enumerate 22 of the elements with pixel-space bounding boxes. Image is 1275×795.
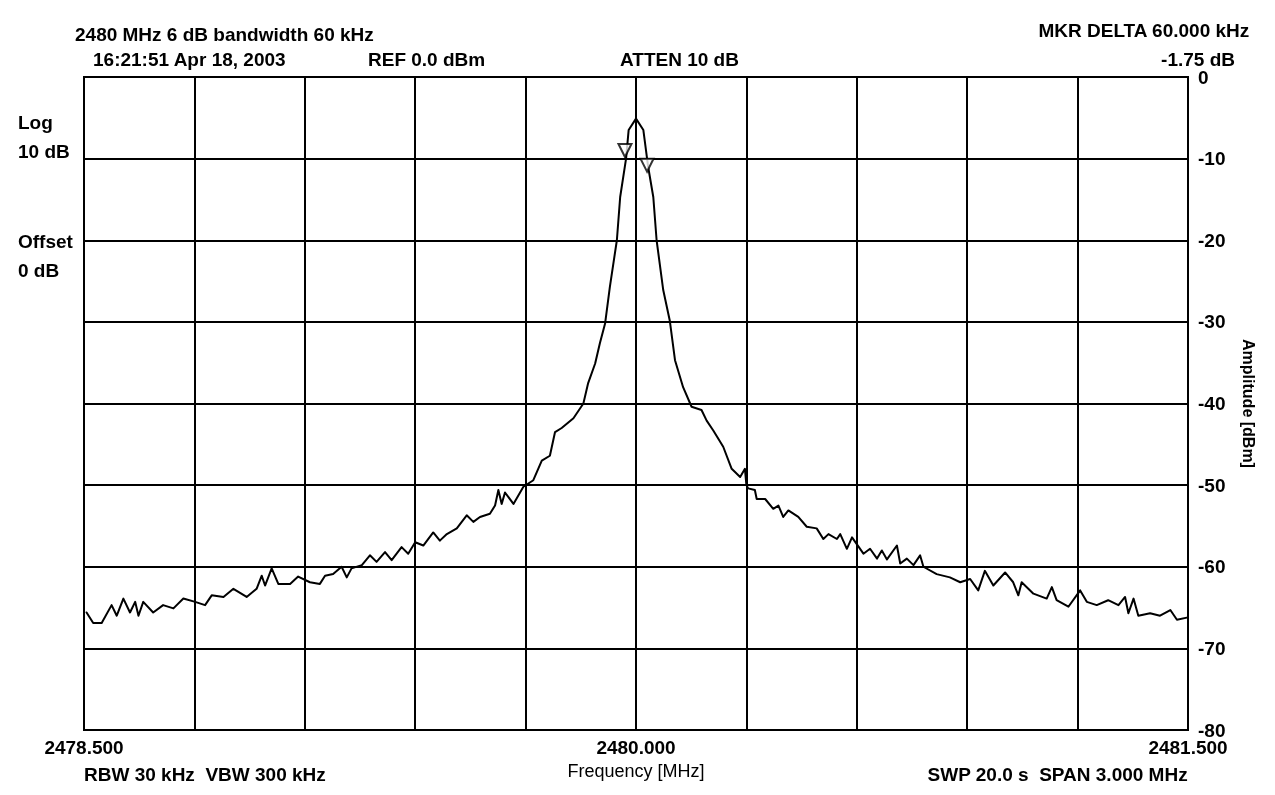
y-axis-title: Amplitude [dBm] (1239, 339, 1257, 468)
text: 0 dB (18, 260, 60, 281)
x-axis-title: Frequency [MHz] (567, 761, 705, 781)
y-tick-label: -70 (1198, 637, 1226, 659)
text: ATTEN 10 dB (620, 49, 739, 70)
text: 10 dB (18, 141, 70, 162)
y-tick-label: -50 (1198, 474, 1226, 496)
x-tick-label: 2480.000 (596, 737, 676, 758)
y-tick-label: -40 (1198, 393, 1226, 414)
text: 16:21:51 Apr 18, 2003 (93, 49, 286, 70)
text: REF 0.0 dBm (368, 49, 486, 70)
text: RBW 30 kHz VBW 300 kHz (84, 764, 326, 785)
chart-title: 2480 MHz 6 dB bandwidth 60 kHz (75, 24, 374, 45)
text: MKR DELTA 60.000 kHz (1038, 20, 1250, 41)
y-tick-label: -30 (1198, 311, 1226, 333)
y-tick-label: -20 (1198, 229, 1226, 251)
y-tick-label: -60 (1198, 556, 1226, 578)
text: Offset (18, 231, 74, 252)
y-tick-label: -10 (1198, 148, 1226, 170)
text: Log (18, 112, 53, 133)
x-tick-label: 2478.500 (44, 737, 124, 758)
text: SWP 20.0 s SPAN 3.000 MHz (927, 764, 1188, 785)
